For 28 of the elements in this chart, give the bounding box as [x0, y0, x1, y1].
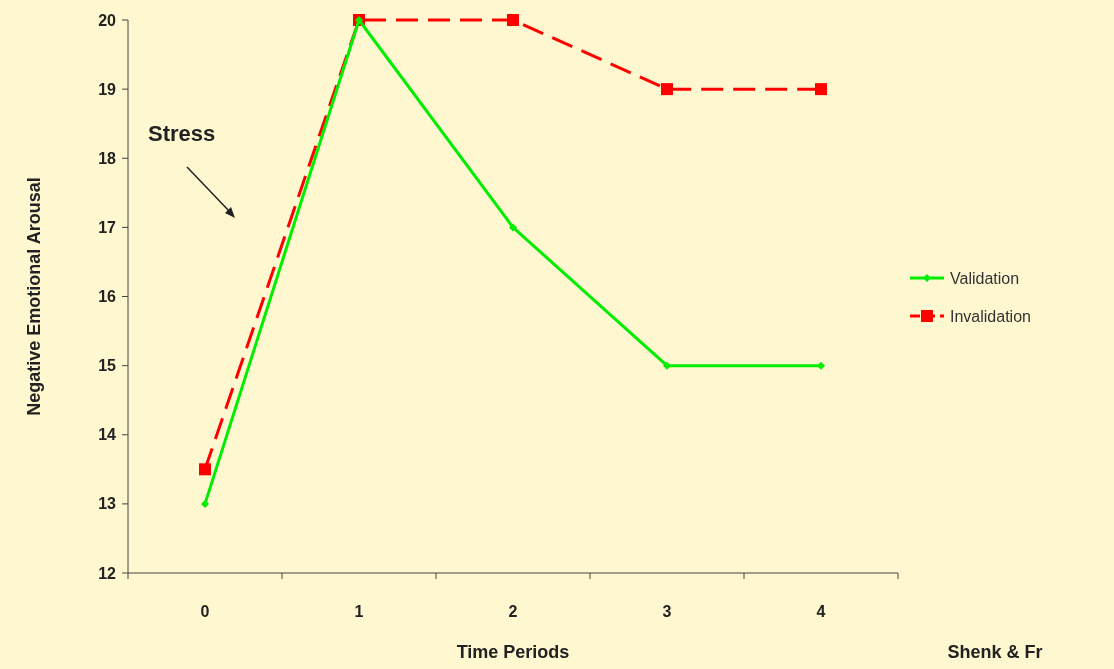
legend-label: Invalidation — [950, 307, 1031, 325]
point — [201, 499, 209, 508]
y-tick-label: 19 — [98, 80, 117, 98]
point — [661, 83, 673, 96]
x-tick-label: 0 — [200, 603, 210, 620]
point — [815, 83, 827, 96]
annotation: Stress — [148, 121, 216, 146]
point — [663, 361, 671, 370]
text: Shenk & Fr — [947, 642, 1043, 662]
point — [509, 223, 517, 232]
y-tick-label: 17 — [98, 218, 117, 236]
x-tick-label: 4 — [816, 603, 826, 620]
y-tick-label: 16 — [98, 288, 117, 306]
x-tick-label: 1 — [354, 603, 364, 620]
x-axis-title: Time Periods — [456, 642, 570, 662]
point — [507, 14, 519, 26]
y-tick-label: 14 — [98, 426, 117, 444]
y-tick-label: 12 — [98, 564, 117, 582]
y-axis-title: Negative Emotional Arousal — [24, 177, 44, 416]
legend-label: Validation — [950, 269, 1020, 287]
y-tick-label: 13 — [98, 495, 117, 513]
y-tick-label: 18 — [98, 149, 117, 167]
point — [817, 361, 825, 370]
y-tick-label: 15 — [98, 357, 117, 375]
point — [199, 463, 211, 476]
x-tick-label: 2 — [508, 603, 518, 620]
x-tick-label: 3 — [662, 603, 672, 620]
y-tick-label: 20 — [98, 11, 117, 29]
